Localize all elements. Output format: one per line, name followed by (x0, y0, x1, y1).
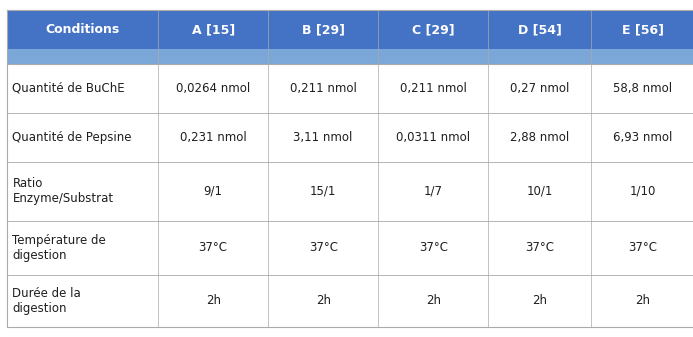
Text: 9/1: 9/1 (204, 185, 222, 198)
Bar (7, 49, 693, 64)
Text: A [15]: A [15] (191, 23, 235, 36)
Text: 2h: 2h (426, 294, 441, 307)
Text: 37°C: 37°C (308, 241, 337, 254)
Text: Conditions: Conditions (45, 23, 120, 36)
Text: 6,93 nmol: 6,93 nmol (613, 131, 673, 144)
Text: 2h: 2h (206, 294, 220, 307)
Text: 37°C: 37°C (419, 241, 448, 254)
Text: Quantité de BuChE: Quantité de BuChE (12, 82, 125, 95)
Text: C [29]: C [29] (412, 23, 455, 36)
Text: 0,27 nmol: 0,27 nmol (510, 82, 570, 95)
Text: 2h: 2h (532, 294, 547, 307)
Text: 0,211 nmol: 0,211 nmol (290, 82, 357, 95)
Text: 1/10: 1/10 (630, 185, 656, 198)
Text: D [54]: D [54] (518, 23, 562, 36)
Text: 2h: 2h (316, 294, 331, 307)
Text: 37°C: 37°C (525, 241, 554, 254)
Text: 0,0264 nmol: 0,0264 nmol (176, 82, 250, 95)
Text: 2h: 2h (635, 294, 651, 307)
Text: 58,8 nmol: 58,8 nmol (613, 82, 672, 95)
Bar (7, 64, 693, 113)
Bar (7, 275, 693, 327)
Text: 10/1: 10/1 (527, 185, 553, 198)
Bar (7, 162, 693, 221)
Text: Température de
digestion: Température de digestion (12, 234, 106, 262)
Bar (7, 113, 693, 162)
Bar (7, 221, 693, 275)
Text: Durée de la
digestion: Durée de la digestion (12, 287, 81, 315)
Text: 0,231 nmol: 0,231 nmol (179, 131, 247, 144)
Text: 0,211 nmol: 0,211 nmol (400, 82, 466, 95)
Bar (7, 10, 693, 49)
Text: Quantité de Pepsine: Quantité de Pepsine (12, 131, 132, 144)
Text: E [56]: E [56] (622, 23, 664, 36)
Text: 37°C: 37°C (629, 241, 658, 254)
Text: 2,88 nmol: 2,88 nmol (510, 131, 570, 144)
Text: 1/7: 1/7 (423, 185, 443, 198)
Text: 0,0311 nmol: 0,0311 nmol (396, 131, 471, 144)
Text: Ratio
Enzyme/Substrat: Ratio Enzyme/Substrat (12, 177, 114, 205)
Text: B [29]: B [29] (301, 23, 344, 36)
Text: 37°C: 37°C (199, 241, 228, 254)
Text: 3,11 nmol: 3,11 nmol (294, 131, 353, 144)
Text: 15/1: 15/1 (310, 185, 336, 198)
